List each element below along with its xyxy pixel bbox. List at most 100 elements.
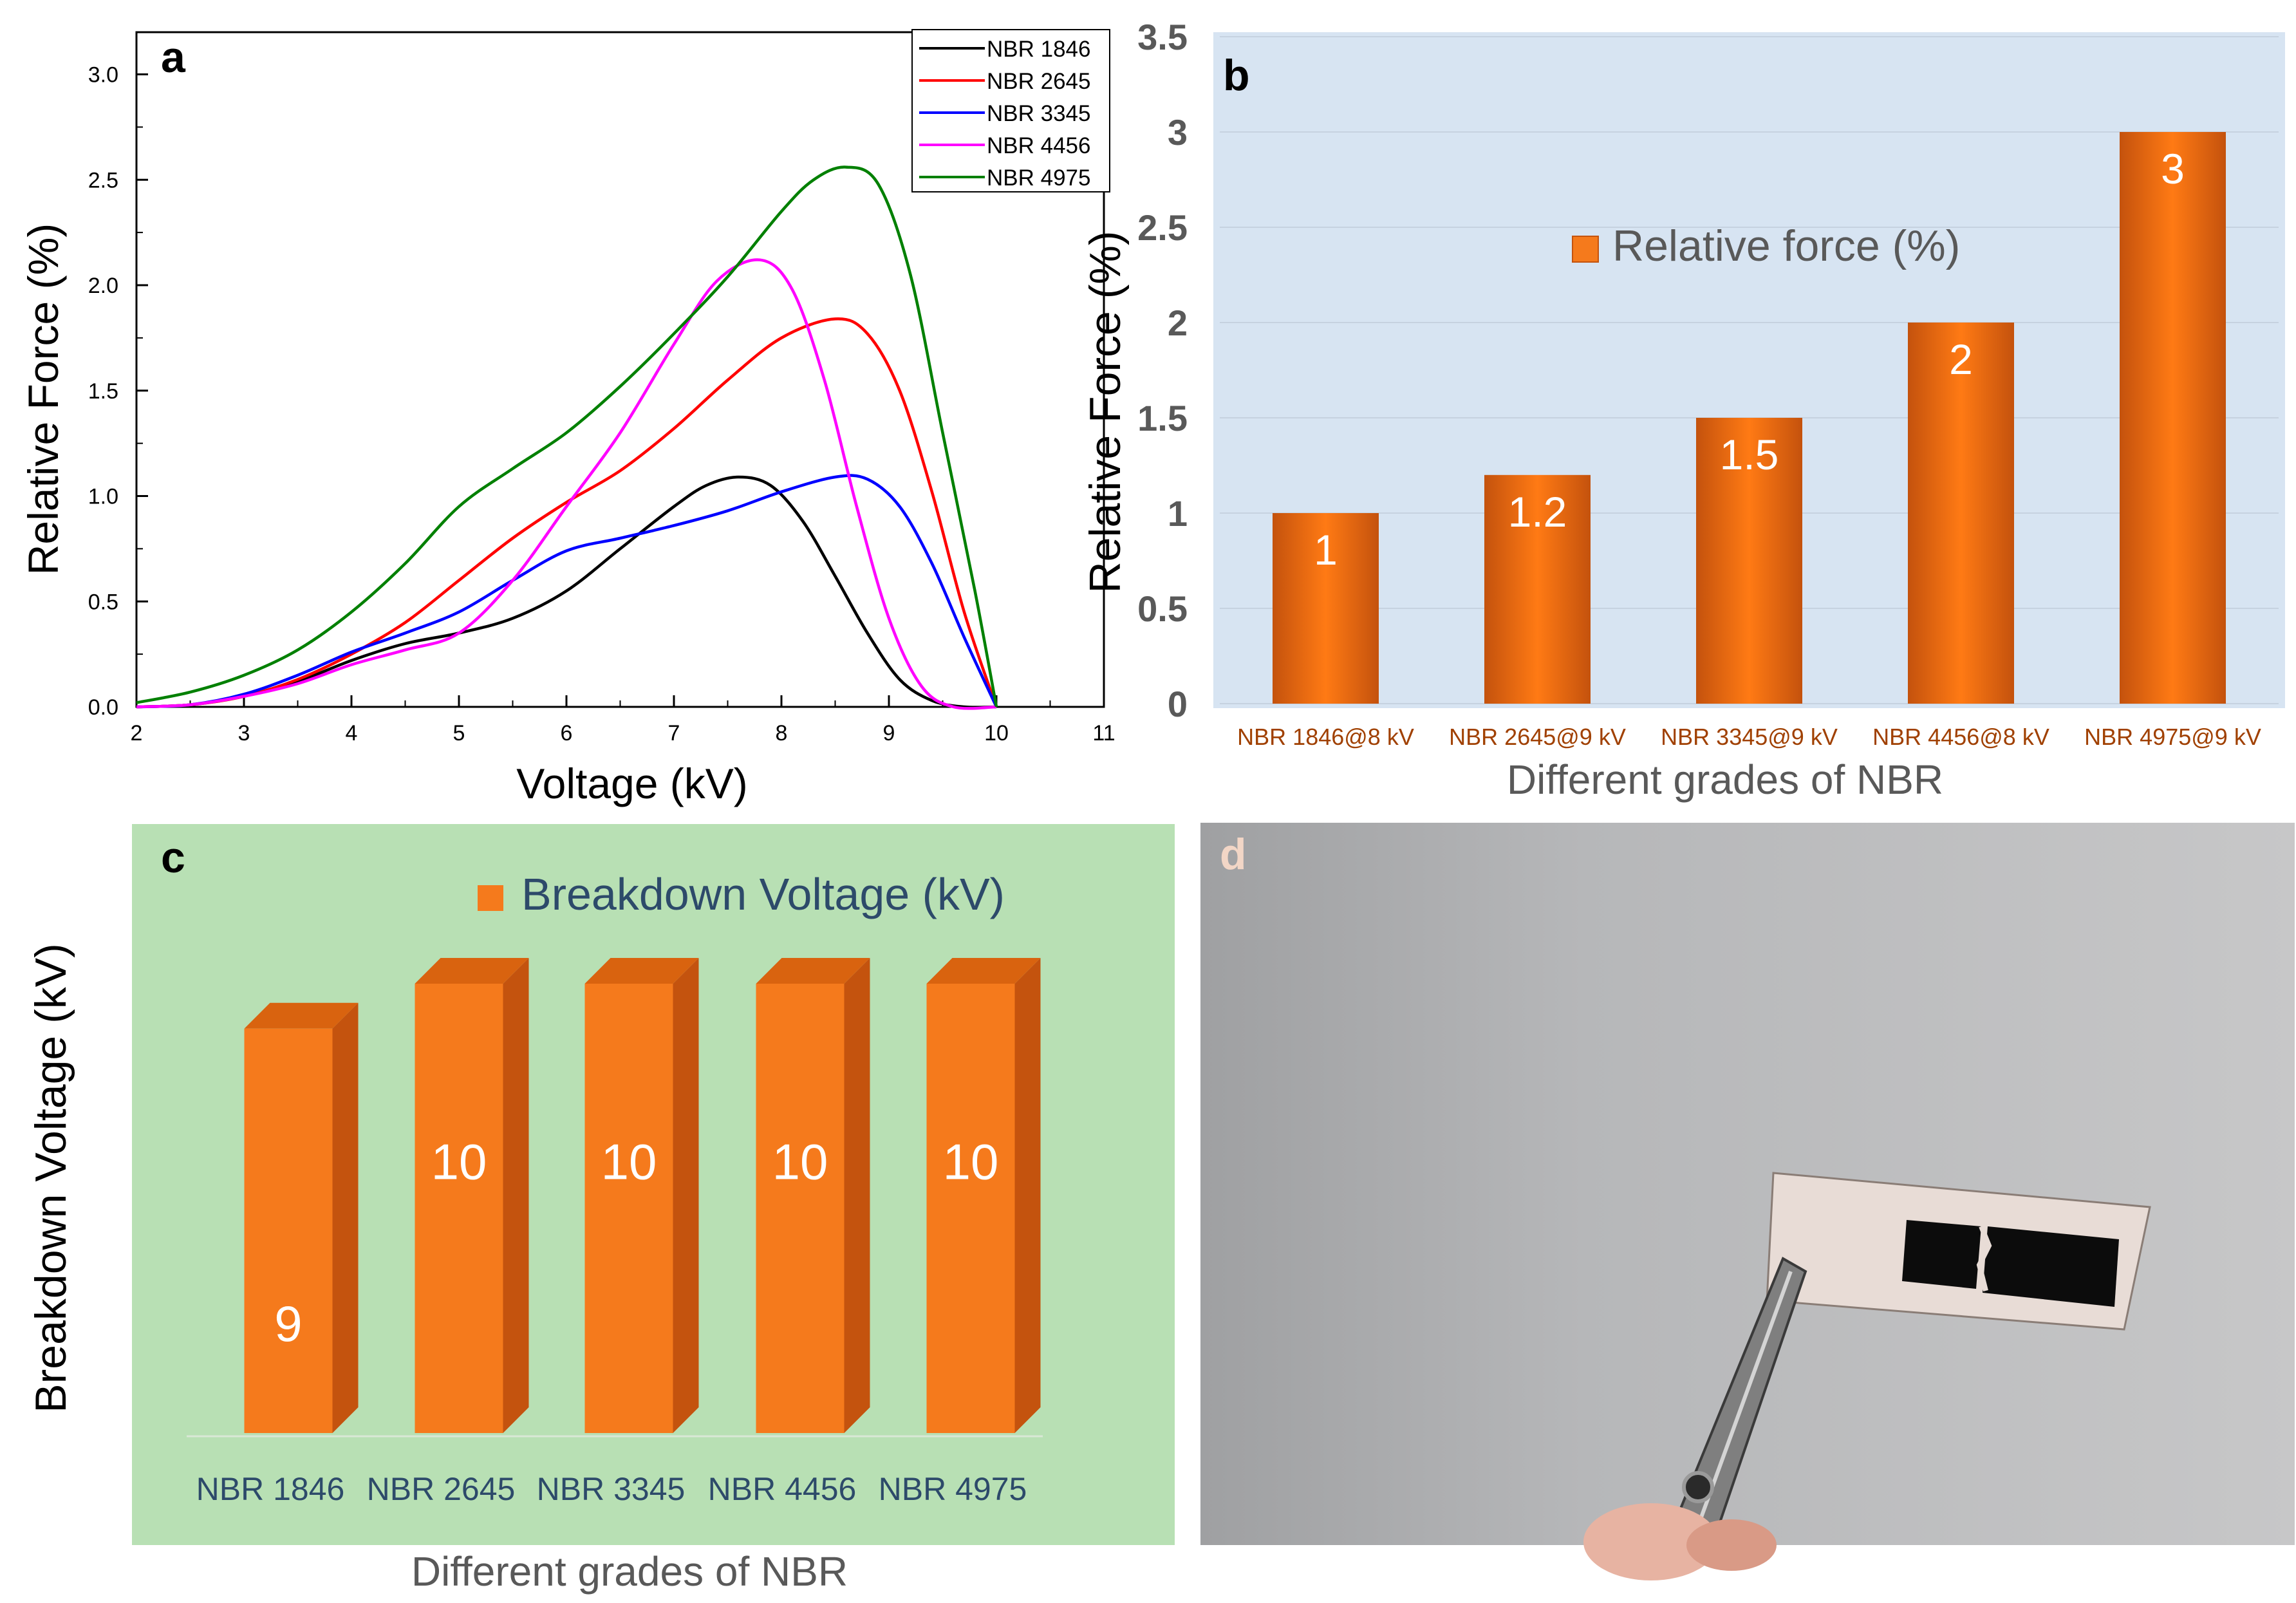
b-bar-value-label: 1.5	[1720, 431, 1779, 478]
b-ytick-label: 3.5	[1137, 17, 1188, 57]
c-bar-value-label: 10	[431, 1134, 487, 1190]
a-xtick-label: 2	[131, 721, 143, 745]
c-bar-value-label: 10	[943, 1134, 999, 1190]
b-ytick-label: 3	[1168, 112, 1188, 153]
a-ytick-label: 3.0	[88, 63, 118, 88]
panel-b-xlabel: Different grades of NBR	[1507, 756, 1943, 803]
a-series-line-nbr-1846	[136, 475, 997, 709]
b-ytick-label: 0	[1168, 684, 1188, 724]
b-bar-value-label: 1	[1314, 526, 1338, 574]
a-ytick-label: 2.5	[88, 168, 118, 192]
a-ytick-label: 1.5	[88, 379, 118, 404]
a-xtick-label: 3	[238, 721, 250, 745]
panel-a-legend-box	[911, 29, 1110, 192]
panel-a-xlabel: Voltage (kV)	[516, 760, 748, 807]
c-category-label: NBR 3345	[537, 1471, 686, 1507]
b-bar	[1696, 418, 1802, 704]
panel-a-axes: 2 3 4 5 6 7 8 9 10 11 0.0 0.5 1.0 1.5 2.0 2.5 3.0	[88, 63, 1115, 746]
a-ytick-label: 1.0	[88, 485, 118, 509]
panel-d: d	[1200, 823, 2295, 1580]
a-xtick-label: 7	[668, 721, 680, 745]
b-ytick-label: 2.5	[1137, 207, 1188, 248]
legend-label-nbr-1846: NBR 1846	[987, 37, 1090, 62]
panel-a-series	[136, 165, 998, 710]
c-bar-side	[1014, 958, 1041, 1433]
a-xtick-label: 9	[883, 721, 895, 745]
c-bar	[584, 984, 673, 1433]
panel-c-bars: 9 NBR 1846 10 NBR 2645 10 NBR 3345 10 NBR 4456 1…	[196, 958, 1041, 1507]
c-bar-top	[926, 958, 1041, 984]
panel-b-letter: b	[1223, 51, 1250, 100]
c-bar	[415, 984, 503, 1433]
c-bar	[244, 1028, 333, 1433]
a-xtick-label: 10	[984, 721, 1009, 745]
a-ytick-label: 2.0	[88, 274, 118, 298]
panel-c-legend: Breakdown Voltage (kV)	[478, 869, 1005, 919]
c-bar-top	[756, 958, 870, 984]
panel-a-legend: NBR 1846 NBR 2645 NBR 3345 NBR 4456 NBR …	[911, 29, 1110, 192]
panel-c: c Breakdown Voltage (kV) 9 NBR 1846 10 NBR …	[26, 824, 1175, 1595]
c-bar-side	[503, 958, 529, 1433]
b-bar	[1273, 513, 1379, 704]
b-category-label: NBR 4975@9 kV	[2084, 724, 2261, 750]
a-series-line-nbr-4456	[136, 258, 997, 710]
panel-b-ylabel: Relative Force (%)	[1081, 230, 1130, 593]
panel-d-breakdown-crack	[1976, 1225, 1992, 1291]
a-xtick-label: 6	[561, 721, 573, 745]
b-bar-value-label: 3	[2161, 145, 2185, 192]
b-ytick-label: 1	[1168, 493, 1188, 534]
panel-a-ylabel: Relative Force (%)	[19, 223, 67, 575]
a-series-line-nbr-4975	[136, 165, 998, 708]
c-bar	[756, 984, 845, 1433]
legend-label-nbr-3345: NBR 3345	[987, 101, 1090, 126]
panel-c-ylabel: Breakdown Voltage (kV)	[26, 943, 75, 1413]
c-bar-top	[415, 958, 529, 984]
panel-d-finger-2	[1686, 1519, 1777, 1571]
b-category-label: NBR 2645@9 kV	[1449, 724, 1626, 750]
panel-b-bars: 1 NBR 1846@8 kV 1.2 NBR 2645@9 kV 1.5 NBR 334…	[1237, 132, 2261, 750]
panel-b: b 0 0.5 1 1.5 2 2.5 3 3.5 1 NBR 1846@8 kV 1.2 NBR …	[1081, 17, 2285, 803]
b-bar-value-label: 2	[1949, 335, 1973, 383]
c-category-label: NBR 4456	[708, 1471, 857, 1507]
panel-d-finger	[1583, 1503, 1719, 1580]
panel-c-xlabel: Different grades of NBR	[411, 1548, 848, 1595]
a-ytick-label: 0.0	[88, 695, 118, 720]
b-bar	[1908, 323, 2014, 704]
a-xtick-label: 4	[346, 721, 358, 745]
b-ytick-label: 1.5	[1137, 398, 1188, 438]
c-bar	[926, 984, 1015, 1433]
b-category-label: NBR 4456@8 kV	[1872, 724, 2049, 750]
a-xtick-label: 11	[1092, 721, 1115, 745]
a-ytick-label: 0.5	[88, 590, 118, 614]
panel-d-electrode-right	[1983, 1226, 2119, 1307]
c-bar-side	[332, 1002, 359, 1433]
panel-d-tweezers-highlight	[1697, 1270, 1793, 1524]
c-category-label: NBR 4975	[879, 1471, 1027, 1507]
c-category-label: NBR 2645	[367, 1471, 516, 1507]
c-bar-top	[244, 1002, 359, 1029]
a-xtick-label: 5	[453, 721, 465, 745]
panel-c-legend-label: Breakdown Voltage (kV)	[521, 869, 1005, 919]
panel-b-legend-swatch	[1572, 236, 1599, 263]
legend-label-nbr-4456: NBR 4456	[987, 133, 1090, 158]
panel-d-letter: d	[1220, 830, 1247, 879]
legend-label-nbr-2645: NBR 2645	[987, 69, 1090, 94]
panel-d-tweezers-ring	[1682, 1471, 1714, 1503]
c-bar-side	[673, 958, 699, 1433]
panel-a: a 2 3 4 5 6 7 8 9 10 11 0.0 0.5 1.0 1.5 2.0 2.5 3.0 Volt…	[19, 29, 1115, 807]
c-bar-value-label: 10	[772, 1134, 828, 1190]
b-bar	[1484, 474, 1591, 704]
panel-c-legend-swatch	[478, 885, 503, 911]
panel-b-legend: Relative force (%)	[1572, 221, 1960, 270]
c-bar-value-label: 10	[601, 1134, 657, 1190]
b-bar-value-label: 1.2	[1508, 488, 1567, 536]
b-ytick-label: 2	[1168, 303, 1188, 343]
a-series-line-nbr-3345	[136, 474, 998, 709]
a-series-line-nbr-2645	[136, 317, 998, 709]
panel-d-electrode-left	[1902, 1220, 1981, 1289]
c-bar-top	[584, 958, 699, 984]
b-category-label: NBR 3345@9 kV	[1661, 724, 1838, 750]
panel-c-letter: c	[161, 833, 185, 882]
legend-label-nbr-4975: NBR 4975	[987, 165, 1090, 191]
